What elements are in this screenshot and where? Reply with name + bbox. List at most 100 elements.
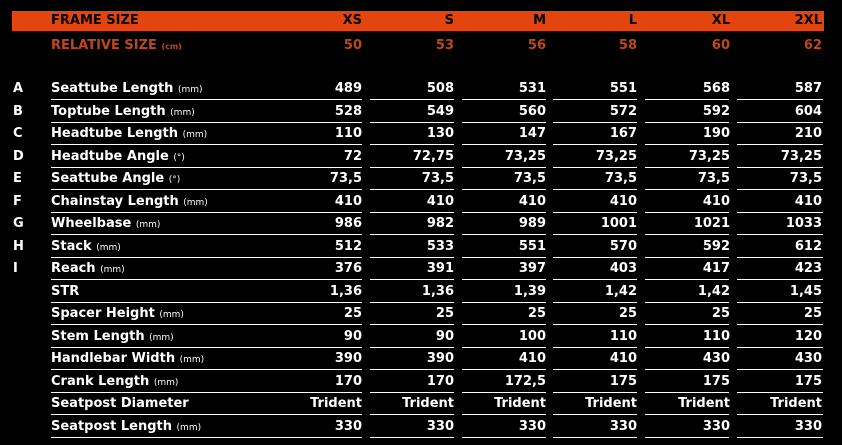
cell-value: 330 <box>794 418 822 434</box>
cell-value: 604 <box>794 103 822 119</box>
row-divider <box>370 436 454 438</box>
cell-value: 410 <box>794 193 822 209</box>
row-divider <box>737 121 823 123</box>
cell-value: 403 <box>609 261 637 276</box>
row-divider <box>370 279 454 280</box>
row-divider <box>553 301 637 303</box>
cell-value: 512 <box>334 238 362 254</box>
cell-value: 570 <box>609 238 637 254</box>
cell-value: 390 <box>426 351 454 366</box>
row-divider <box>553 166 637 168</box>
row-divider <box>370 189 454 190</box>
row-divider <box>645 144 729 145</box>
row-divider <box>553 256 637 258</box>
relative-size-unit: (cm) <box>161 42 182 51</box>
row-letter: C <box>13 126 23 141</box>
row-divider <box>51 189 362 190</box>
cell-value: 90 <box>435 328 454 344</box>
cell-value: 417 <box>702 261 730 276</box>
row-divider <box>645 436 729 438</box>
row-divider <box>737 391 823 393</box>
table-row: Stem Length (mm) 90 90 100 110 110 120 <box>0 327 842 347</box>
row-unit: (mm) <box>135 220 161 230</box>
cell-value: 210 <box>794 126 822 141</box>
header-bar <box>12 11 824 31</box>
cell-value: 172,5 <box>504 373 546 389</box>
row-label: Spacer Height (mm) <box>51 304 184 325</box>
cell-value: 528 <box>334 103 362 119</box>
row-divider <box>370 211 454 213</box>
cell-value: 73,25 <box>595 148 637 164</box>
row-label: Seatpost Diameter <box>51 394 189 415</box>
row-divider <box>462 391 546 393</box>
row-divider <box>737 211 823 213</box>
row-label-text: Chainstay Length <box>51 193 179 209</box>
row-divider <box>737 234 823 235</box>
row-divider <box>51 391 362 393</box>
size-m: M <box>533 13 546 28</box>
cell-value: Trident <box>678 396 730 411</box>
cell-value: 587 <box>794 81 822 96</box>
cell-value: 25 <box>803 306 822 321</box>
cell-value: 73,5 <box>513 171 546 186</box>
row-divider <box>645 279 729 280</box>
row-label-text: Reach <box>51 261 96 276</box>
row-unit: (mm) <box>177 85 203 95</box>
row-label-text: Seatpost Diameter <box>51 396 189 411</box>
cell-value: 551 <box>518 238 546 254</box>
row-divider <box>51 279 362 280</box>
cell-value: 572 <box>609 103 637 119</box>
row-divider <box>737 166 823 168</box>
cell-value: Trident <box>494 396 546 411</box>
row-divider <box>462 279 546 280</box>
row-letter: A <box>13 81 24 96</box>
table-row: I Reach (mm) 376 391 397 403 417 423 <box>0 259 842 279</box>
row-letter: B <box>13 103 23 119</box>
cell-value: 175 <box>609 373 637 389</box>
row-divider <box>51 414 362 415</box>
relative-size-row: RELATIVE SIZE (cm) 50 53 56 58 60 62 <box>0 36 842 56</box>
row-divider <box>462 414 546 415</box>
row-divider <box>370 234 454 235</box>
cell-value: Trident <box>770 396 822 411</box>
cell-value: 1,39 <box>513 283 546 299</box>
row-divider <box>462 301 546 303</box>
table-row: D Headtube Angle (°) 72 72,75 73,25 73,25 73,2… <box>0 147 842 167</box>
row-divider <box>462 346 546 348</box>
cell-value: 73,5 <box>604 171 637 186</box>
row-label-text: STR <box>51 283 80 299</box>
size-xs: XS <box>342 13 362 28</box>
row-label-text: Wheelbase <box>51 216 132 231</box>
cell-value: 1,42 <box>604 283 637 299</box>
cell-value: 73,5 <box>789 171 822 186</box>
row-label: STR <box>51 282 79 303</box>
row-letter: H <box>13 238 24 254</box>
row-label: Wheelbase (mm) <box>51 214 160 235</box>
row-unit: (°) <box>173 152 185 163</box>
row-unit: (mm) <box>153 377 179 388</box>
cell-value: 410 <box>609 193 637 209</box>
cell-value: 110 <box>609 328 637 344</box>
row-divider <box>645 324 729 325</box>
row-divider <box>553 279 637 280</box>
cell-value: 25 <box>435 306 454 321</box>
cell-value: 592 <box>702 238 730 254</box>
relative-value: 60 <box>711 38 730 53</box>
row-label-text: Stem Length <box>51 328 145 344</box>
row-divider <box>645 369 729 370</box>
row-divider <box>645 121 729 123</box>
row-unit: (°) <box>168 175 181 185</box>
cell-value: 25 <box>711 306 730 321</box>
table-row: B Toptube Length (mm) 528 549 560 572 592 604 <box>0 102 842 122</box>
table-row: C Headtube Length (mm) 110 130 147 167 190 210 <box>0 124 842 144</box>
cell-value: 73,25 <box>780 148 822 164</box>
cell-value: 549 <box>426 103 454 119</box>
row-divider <box>462 99 546 100</box>
row-unit: (mm) <box>149 332 174 343</box>
row-divider <box>51 144 362 145</box>
cell-value: 986 <box>334 216 362 231</box>
row-divider <box>645 166 729 168</box>
row-divider <box>737 436 823 438</box>
row-divider <box>51 436 362 438</box>
cell-value: 330 <box>518 418 546 434</box>
